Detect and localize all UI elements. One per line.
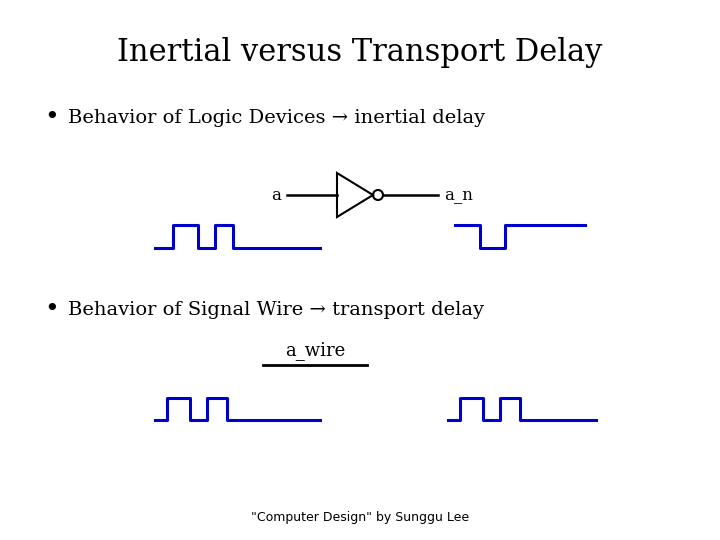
Text: "Computer Design" by Sunggu Lee: "Computer Design" by Sunggu Lee [251,511,469,524]
Text: a: a [271,186,281,204]
Text: a_wire: a_wire [285,341,345,360]
Text: Behavior of Logic Devices → inertial delay: Behavior of Logic Devices → inertial del… [68,109,485,127]
Text: Inertial versus Transport Delay: Inertial versus Transport Delay [117,37,603,68]
Text: •: • [45,106,59,130]
Text: Behavior of Signal Wire → transport delay: Behavior of Signal Wire → transport dela… [68,301,484,319]
Text: a_n: a_n [444,186,473,204]
Text: •: • [45,299,59,321]
